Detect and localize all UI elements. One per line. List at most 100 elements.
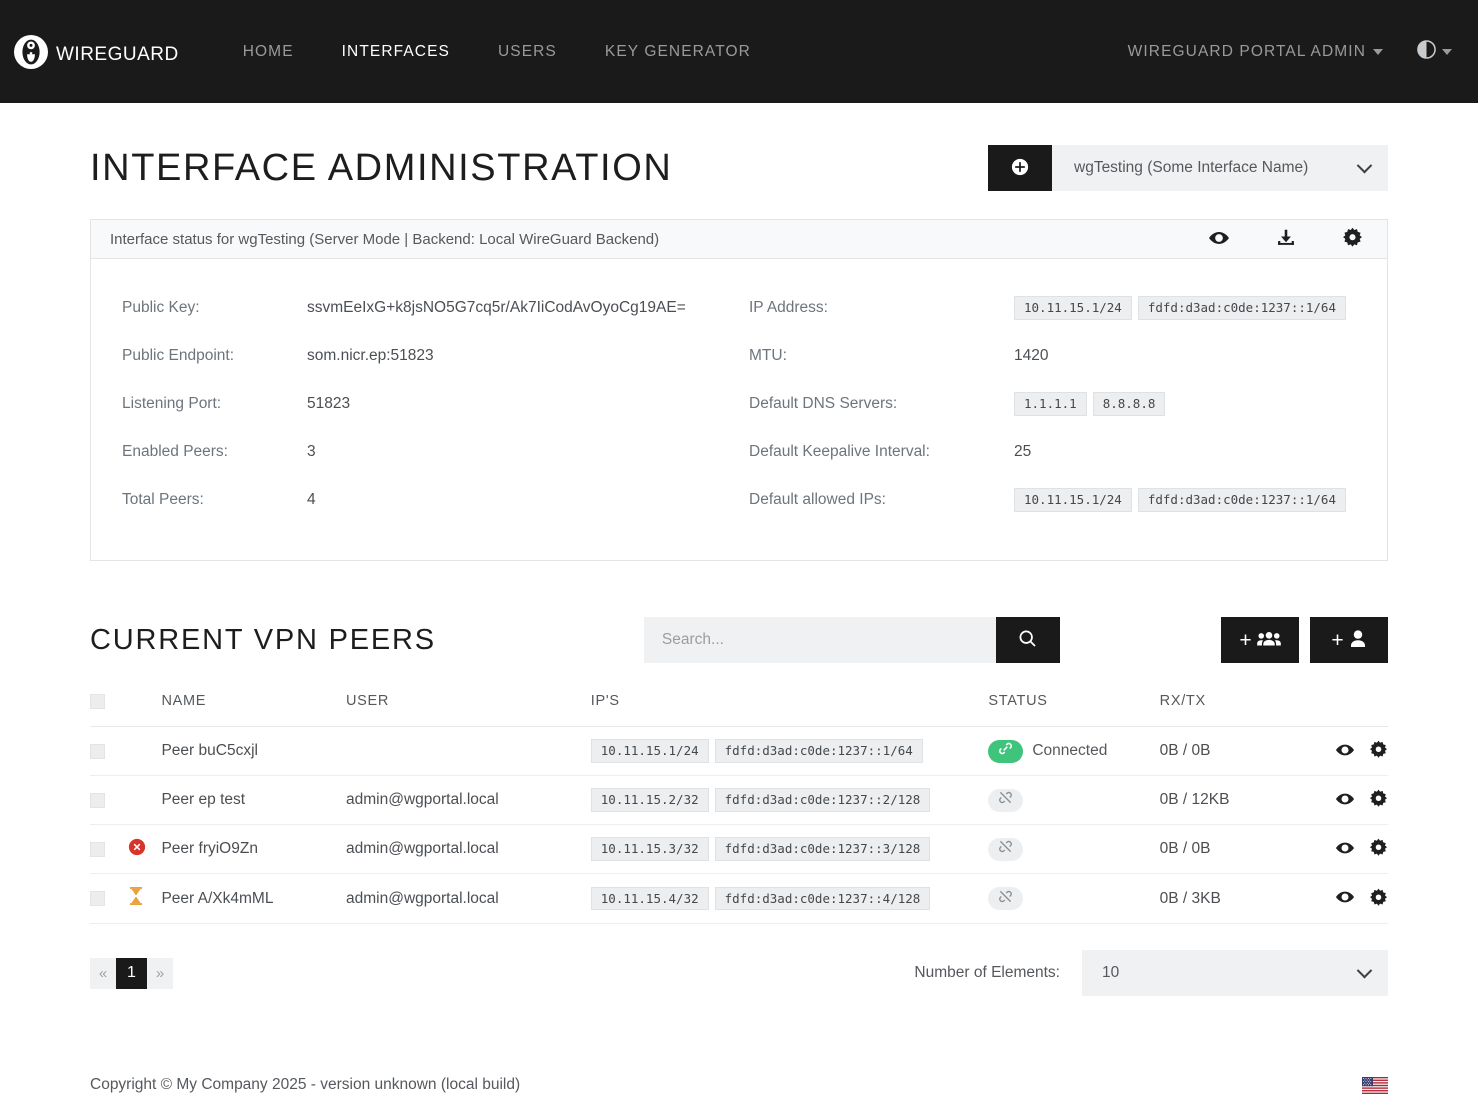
status-badge: 8.8.8.8 <box>1092 392 1166 416</box>
status-label: Default DNS Servers: <box>749 395 898 412</box>
status-value: 51823 <box>307 395 351 412</box>
row-checkbox[interactable] <box>90 743 105 759</box>
col-tools <box>1308 693 1388 727</box>
row-tools <box>1308 775 1388 825</box>
table-header-row: NAME USER IP'S STATUS RX/TX <box>90 693 1388 727</box>
download-interface-config-button[interactable] <box>1275 227 1297 252</box>
row-name: Peer ep test <box>161 775 347 825</box>
interface-status-header: Interface status for wgTesting (Server M… <box>91 220 1387 259</box>
row-rxtx: 0B / 0B <box>1159 726 1309 776</box>
us-flag-icon[interactable] <box>1362 1076 1388 1094</box>
col-status[interactable]: STATUS <box>988 693 1160 727</box>
search-input[interactable] <box>643 617 996 663</box>
page-footer: Copyright © My Company 2025 - version un… <box>0 1061 1478 1109</box>
search-button[interactable] <box>995 617 1060 663</box>
chevron-down-icon <box>1356 962 1373 978</box>
row-user: admin@wgportal.local <box>346 824 591 874</box>
view-peer-button[interactable] <box>1335 740 1355 763</box>
status-value: ssvmEeIxG+k8jsNO5G7cq5r/Ak7IiCodAvOyoCg1… <box>307 299 686 316</box>
col-name[interactable]: NAME <box>161 693 347 727</box>
col-rxtx[interactable]: RX/TX <box>1159 693 1309 727</box>
row-flag-cell <box>127 726 162 776</box>
interface-status-body: Public Key: ssvmEeIxG+k8jsNO5G7cq5r/Ak7I… <box>91 259 1387 560</box>
col-flag <box>127 693 162 727</box>
eye-icon <box>1335 740 1355 763</box>
status-row-total-peers: Total Peers: 4 <box>122 476 739 524</box>
elements-select[interactable]: 10 <box>1082 950 1388 996</box>
table-row: Peer A/Xk4mML admin@wgportal.local 10.11… <box>90 873 1388 924</box>
add-interface-button[interactable] <box>988 145 1052 191</box>
status-row-public-endpoint: Public Endpoint: som.nicr.ep:51823 <box>122 332 739 380</box>
plus-circle-icon <box>1011 158 1029 179</box>
pagination-row: « 1 » Number of Elements: 10 <box>90 950 1388 996</box>
user-menu-dropdown[interactable]: WireGuard Portal Admin <box>1128 43 1383 61</box>
view-peer-button[interactable] <box>1335 838 1355 861</box>
ip-badge: 10.11.15.3/32 <box>590 837 709 861</box>
edit-peer-button[interactable] <box>1369 888 1388 910</box>
pagination-page-1[interactable]: 1 <box>116 957 147 989</box>
pagination-next[interactable]: » <box>147 957 173 989</box>
eye-icon <box>1335 887 1355 910</box>
ip-badge: fdfd:d3ad:c0de:1237::1/64 <box>714 739 923 763</box>
users-group-icon <box>1256 629 1281 652</box>
peers-header: Current VPN Peers + <box>90 617 1388 663</box>
row-flag-cell <box>127 775 162 825</box>
status-badge-disconnected <box>988 887 1024 910</box>
status-row-enabled-peers: Enabled Peers: 3 <box>122 428 739 476</box>
status-row-ip-address: IP Address: 10.11.15.1/24 fdfd:d3ad:c0de… <box>749 284 1387 332</box>
row-tools <box>1308 824 1388 874</box>
status-value: som.nicr.ep:51823 <box>307 347 434 364</box>
status-badge: 1.1.1.1 <box>1014 392 1087 416</box>
peers-table: NAME USER IP'S STATUS RX/TX Peer buC5cxj… <box>90 693 1388 924</box>
row-checkbox[interactable] <box>90 792 105 808</box>
col-user[interactable]: USER <box>346 693 591 727</box>
interface-status-actions <box>1208 227 1363 252</box>
row-name: Peer A/Xk4mML <box>161 873 347 924</box>
peers-table-body: Peer buC5cxjl 10.11.15.1/24 fdfd:d3ad:c0… <box>90 726 1388 924</box>
add-multiple-peers-button[interactable]: + <box>1221 617 1299 663</box>
nav-link-users[interactable]: Users <box>497 42 557 60</box>
edit-peer-button[interactable] <box>1369 740 1388 762</box>
peer-search <box>643 617 1060 663</box>
table-row: Peer buC5cxjl 10.11.15.1/24 fdfd:d3ad:c0… <box>90 726 1388 776</box>
nav-link-home[interactable]: Home <box>242 42 294 60</box>
status-value: 25 <box>1014 443 1032 460</box>
row-status <box>988 873 1160 924</box>
edit-peer-button[interactable] <box>1369 838 1388 860</box>
row-rxtx: 0B / 3KB <box>1159 873 1309 924</box>
theme-toggle-dropdown[interactable] <box>1417 39 1452 64</box>
row-flag-cell <box>127 873 162 924</box>
brand-logo-link[interactable]: WireGuard <box>14 34 179 69</box>
gear-icon <box>1369 838 1388 860</box>
edit-peer-button[interactable] <box>1369 789 1388 811</box>
edit-interface-settings-button[interactable] <box>1342 227 1363 251</box>
page-header: Interface Administration wgTesting (Some… <box>90 103 1388 191</box>
interface-select[interactable]: wgTesting (Some Interface Name) <box>1052 145 1388 191</box>
row-rxtx: 0B / 0B <box>1159 824 1309 874</box>
eye-icon <box>1335 838 1355 861</box>
col-ips[interactable]: IP'S <box>590 693 989 727</box>
ip-badge: fdfd:d3ad:c0de:1237::3/128 <box>714 837 931 861</box>
show-interface-config-button[interactable] <box>1208 227 1230 252</box>
pagination-prev[interactable]: « <box>90 957 116 989</box>
row-select-cell <box>90 775 128 825</box>
status-row-default-dns: Default DNS Servers: 1.1.1.1 8.8.8.8 <box>749 380 1387 428</box>
user-menu-label: WireGuard Portal Admin <box>1127 42 1366 60</box>
row-user: admin@wgportal.local <box>346 873 591 924</box>
add-peer-button[interactable]: + <box>1310 617 1388 663</box>
link-broken-icon <box>998 839 1013 859</box>
status-row-keepalive: Default Keepalive Interval: 25 <box>749 428 1387 476</box>
row-checkbox[interactable] <box>90 841 105 857</box>
navbar-right: WireGuard Portal Admin <box>1128 39 1452 64</box>
view-peer-button[interactable] <box>1335 789 1355 812</box>
nav-link-key-generator[interactable]: Key Generator <box>604 42 751 60</box>
view-peer-button[interactable] <box>1335 887 1355 910</box>
row-ips: 10.11.15.1/24 fdfd:d3ad:c0de:1237::1/64 <box>590 726 989 776</box>
eye-icon <box>1208 227 1230 252</box>
select-all-checkbox[interactable] <box>90 693 105 709</box>
status-value: 4 <box>307 491 316 508</box>
interface-status-left-column: Public Key: ssvmEeIxG+k8jsNO5G7cq5r/Ak7I… <box>91 284 739 524</box>
row-checkbox[interactable] <box>90 891 105 906</box>
